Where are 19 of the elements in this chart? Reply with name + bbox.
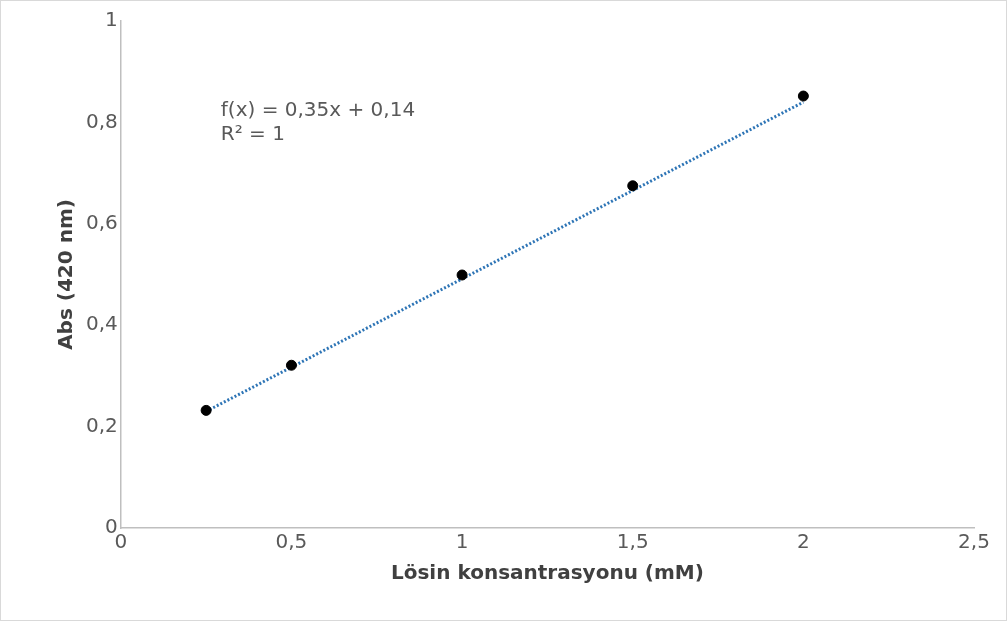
y-tick-label: 0,6 [85, 210, 118, 234]
x-tick-label: 0,5 [275, 529, 308, 554]
x-tick-label: 2 [796, 529, 810, 554]
annotation: R² = 1 [220, 121, 285, 146]
point [200, 404, 212, 416]
y-axis-title: Abs (420 nm) [53, 199, 78, 350]
annotation: f(x) = 0,35x + 0,14 [220, 97, 416, 122]
x-tick-label: 2,5 [958, 529, 990, 554]
y-tick-label: 1 [105, 7, 118, 32]
point [285, 359, 297, 371]
x-axis-title: Lösin konsantrasyonu (mM) [390, 560, 704, 585]
y-tick-label: 0,4 [85, 311, 118, 336]
point [797, 90, 809, 102]
y-tick-label: 0,8 [85, 108, 118, 133]
y-tick-label: 0,2 [85, 412, 118, 437]
x-tick-label: 1 [455, 529, 469, 554]
x-tick-label: 1,5 [616, 529, 649, 554]
point [456, 269, 468, 281]
point [627, 180, 639, 192]
